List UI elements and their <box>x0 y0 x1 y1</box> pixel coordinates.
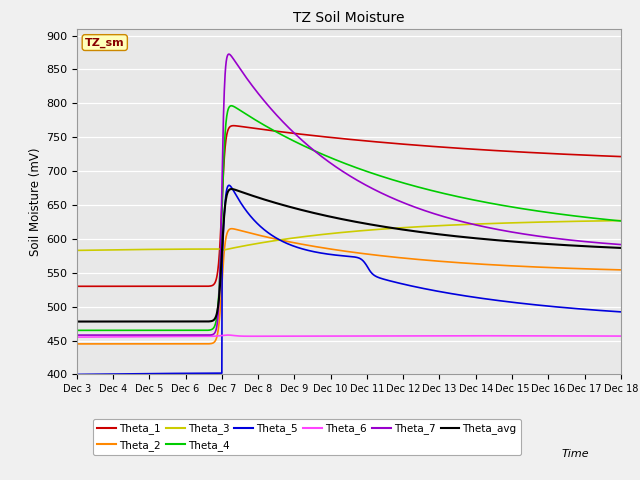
Y-axis label: Soil Moisture (mV): Soil Moisture (mV) <box>29 147 42 256</box>
Text: Time: Time <box>561 449 589 459</box>
Text: TZ_sm: TZ_sm <box>85 37 125 48</box>
Legend: Theta_1, Theta_2, Theta_3, Theta_4, Theta_5, Theta_6, Theta_7, Theta_avg: Theta_1, Theta_2, Theta_3, Theta_4, Thet… <box>93 420 521 455</box>
Title: TZ Soil Moisture: TZ Soil Moisture <box>293 11 404 25</box>
